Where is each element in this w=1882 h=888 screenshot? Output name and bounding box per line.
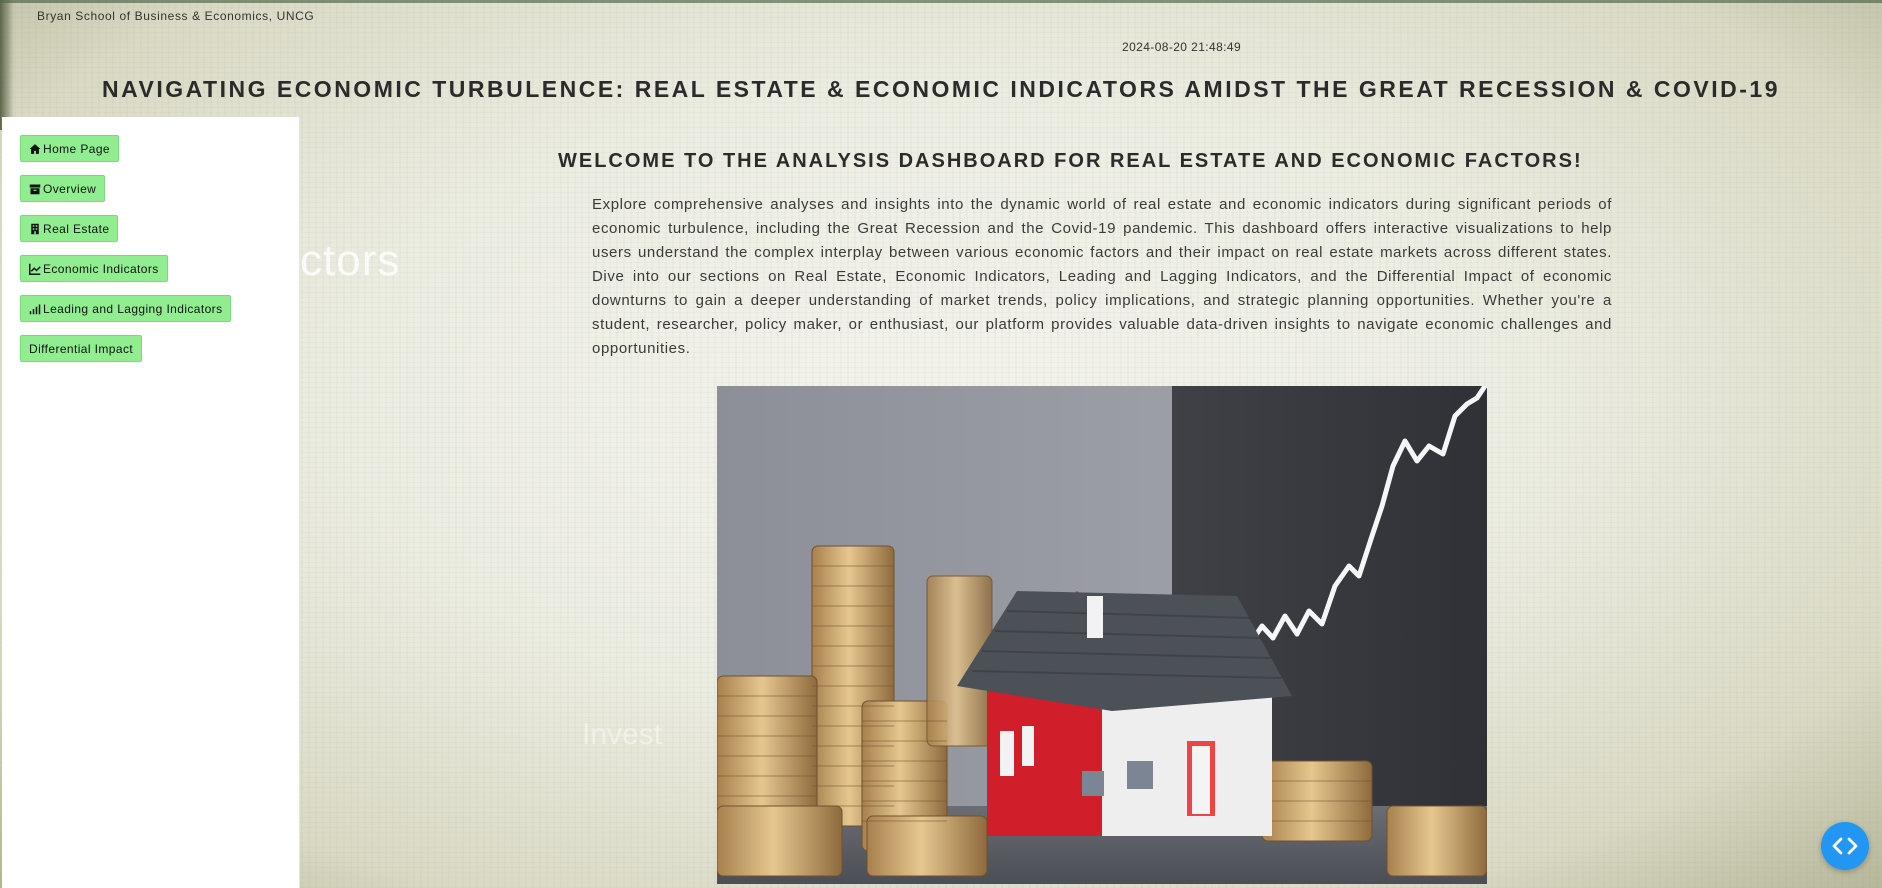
- sidebar-item-real-estate[interactable]: Real Estate: [20, 215, 119, 242]
- home-icon: [29, 143, 41, 154]
- sidebar-item-label: Economic Indicators: [43, 261, 159, 276]
- sidebar-item-home-page[interactable]: Home Page: [20, 135, 119, 162]
- welcome-heading: WELCOME TO THE ANALYSIS DASHBOARD FOR RE…: [558, 150, 1583, 172]
- timestamp: 2024-08-20 21:48:49: [1122, 40, 1242, 54]
- archive-icon: [29, 184, 41, 194]
- code-icon: [1832, 837, 1858, 855]
- sidebar-item-leading-lagging[interactable]: Leading and Lagging Indicators: [20, 295, 232, 322]
- line-chart-icon: [29, 263, 41, 275]
- top-border: [0, 0, 1882, 3]
- intro-paragraph: Explore comprehensive analyses and insig…: [592, 196, 1612, 357]
- sidebar: Home Page Overview Real Estate Economic …: [2, 117, 300, 888]
- building-icon: [31, 223, 39, 234]
- sidebar-item-economic-indicators[interactable]: Economic Indicators: [20, 255, 168, 282]
- sidebar-item-overview[interactable]: Overview: [20, 175, 106, 202]
- background-edge: [0, 0, 14, 130]
- signal-bars-icon: [29, 304, 41, 314]
- background-ghost-text: Invest: [582, 718, 663, 751]
- code-toggle-button[interactable]: [1821, 822, 1869, 870]
- sidebar-item-label: Leading and Lagging Indicators: [43, 301, 223, 316]
- sidebar-item-label: Overview: [43, 181, 97, 196]
- background-ghost-text: ctors: [300, 236, 401, 285]
- hero-image-house-coins: [717, 386, 1487, 884]
- sidebar-item-differential-impact[interactable]: Differential Impact: [20, 335, 143, 362]
- sidebar-item-label: Home Page: [43, 141, 110, 156]
- sidebar-item-label: Real Estate: [43, 221, 110, 236]
- page-title: NAVIGATING ECONOMIC TURBULENCE: REAL EST…: [101, 76, 1781, 102]
- school-name: Bryan School of Business & Economics, UN…: [37, 9, 315, 23]
- sidebar-item-label: Differential Impact: [29, 341, 134, 356]
